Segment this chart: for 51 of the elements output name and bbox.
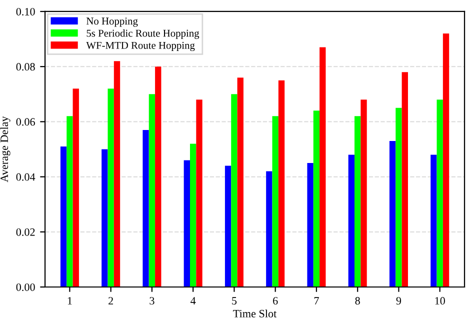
bar	[402, 72, 408, 287]
y-tick-label: 0.04	[16, 173, 36, 181]
y-tick-label: 0.00	[16, 283, 35, 292]
bar	[190, 144, 196, 287]
bar	[102, 149, 108, 287]
legend-label: WF-MTD Route Hopping	[86, 42, 195, 52]
x-tick-label: 10	[435, 297, 445, 305]
legend-label: No Hopping	[86, 18, 138, 27]
bar	[60, 146, 67, 287]
bar	[278, 80, 285, 287]
bar	[231, 94, 238, 287]
x-axis-title: Time Slot	[233, 310, 277, 318]
legend-label: 5s Periodic Route Hopping	[86, 29, 200, 39]
bar	[360, 100, 367, 287]
bar	[348, 154, 355, 287]
x-tick-label: 5	[232, 297, 237, 305]
x-tick-label: 3	[150, 297, 154, 305]
bar	[196, 100, 202, 287]
y-tick-label: 0.10	[16, 8, 35, 16]
bar	[237, 78, 244, 287]
bar	[72, 88, 79, 287]
bar	[114, 61, 120, 287]
bar	[430, 154, 437, 287]
bar	[66, 116, 73, 287]
bar	[354, 116, 361, 287]
y-tick-label: 0.06	[16, 118, 35, 126]
bar	[272, 116, 278, 287]
x-tick-label: 9	[396, 297, 402, 305]
bar	[184, 160, 190, 287]
bar	[436, 100, 443, 287]
bar	[224, 166, 232, 287]
x-tick-label: 2	[108, 297, 113, 304]
bar	[313, 110, 320, 287]
x-tick-label: 7	[314, 297, 319, 304]
x-tick-label: 6	[273, 297, 278, 305]
x-tick-label: 4	[190, 297, 196, 304]
bar	[307, 163, 314, 287]
x-tick-label: 1	[68, 297, 72, 304]
bar	[142, 130, 149, 287]
y-tick-label: 0.08	[16, 63, 35, 71]
bar	[148, 94, 156, 287]
bar	[442, 34, 450, 287]
bar	[396, 108, 402, 287]
y-axis-title: Average Delay	[0, 116, 10, 182]
y-tick-label: 0.02	[16, 228, 35, 236]
bar	[266, 171, 272, 287]
bar	[389, 140, 396, 287]
bar	[320, 47, 326, 287]
bar	[155, 66, 162, 287]
bar	[108, 88, 114, 287]
x-tick-label: 8	[355, 297, 360, 305]
